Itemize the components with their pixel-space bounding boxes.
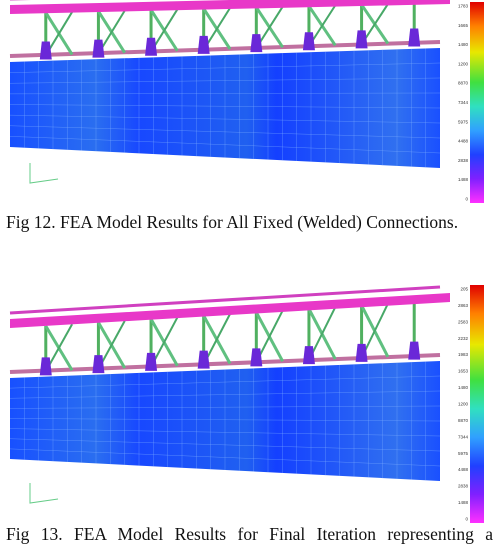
colorbar-label: 1665 xyxy=(458,23,469,28)
caption: Fig 12. FEA Model Results for All Fixed … xyxy=(6,212,459,232)
colorbar-label: 2838 xyxy=(458,484,469,489)
colorbar-label: 2583 xyxy=(458,319,469,324)
figure-image: 1783 1665 1480 1200 8870 7344 5975 4488 2838 1488… xyxy=(9,0,484,203)
colorbar-scale xyxy=(470,2,484,203)
colorbar-label: 8870 xyxy=(458,418,469,423)
support xyxy=(355,343,368,362)
colorbar-label: 4488 xyxy=(458,139,469,144)
colorbar-label: 1488 xyxy=(458,177,469,182)
mesh-line xyxy=(9,136,441,154)
mesh-line xyxy=(9,62,441,73)
colorbar-label: 1983 xyxy=(458,352,469,357)
caption: Fig 13. FEA Model Results for Final Iter… xyxy=(6,524,493,544)
support xyxy=(92,355,105,374)
top-chord-edge xyxy=(9,285,441,315)
colorbar-label: 7344 xyxy=(458,100,469,105)
support xyxy=(92,39,105,58)
support xyxy=(408,28,421,47)
colorbar-label: 1200 xyxy=(458,61,469,66)
mesh-line xyxy=(9,114,441,124)
support xyxy=(355,30,368,49)
mesh-line xyxy=(9,375,441,389)
colorbar-label: 1480 xyxy=(458,42,469,47)
colorbar-label: 8870 xyxy=(458,81,469,86)
axis-triad xyxy=(29,163,59,184)
mesh-line xyxy=(9,405,441,409)
colorbar-label: 1488 xyxy=(458,500,469,505)
colorbar-label: 5975 xyxy=(458,119,469,124)
colorbar-label: 205 xyxy=(460,287,468,292)
mesh-line xyxy=(9,418,441,422)
axis-triad xyxy=(29,483,59,504)
support xyxy=(39,41,52,60)
colorbar-label: 1200 xyxy=(458,402,469,407)
colorbar-label: 0 xyxy=(465,197,468,202)
colorbar: 205 2863 2583 2232 1983 1653 1480 1200 8870 7344 5… xyxy=(458,285,484,523)
colorbar-label: 1480 xyxy=(458,385,469,390)
mesh-line xyxy=(9,92,441,95)
support xyxy=(197,350,210,369)
colorbar-label: 2863 xyxy=(458,303,469,308)
mesh-line xyxy=(9,104,441,109)
mesh-line xyxy=(9,77,441,84)
mesh-line xyxy=(9,428,441,437)
support xyxy=(408,341,421,360)
colorbar-label: 2838 xyxy=(458,158,469,163)
mesh-line xyxy=(9,448,441,467)
colorbar-label: 1783 xyxy=(458,4,469,9)
support xyxy=(302,32,315,51)
mesh-line xyxy=(9,438,441,452)
support xyxy=(250,348,263,367)
colorbar-label: 5975 xyxy=(458,451,469,456)
mesh-line xyxy=(9,125,441,139)
colorbar-label: 1653 xyxy=(458,369,469,374)
colorbar-label: 7344 xyxy=(458,434,469,439)
support xyxy=(197,35,210,54)
colorbar-scale xyxy=(470,285,484,523)
support xyxy=(39,357,52,376)
figure-image: 205 2863 2583 2232 1983 1653 1480 1200 8870 7344 5… xyxy=(9,285,484,523)
bottom-chord xyxy=(9,40,441,58)
colorbar-label: 2232 xyxy=(458,336,469,341)
support xyxy=(145,352,158,371)
bottom-chord xyxy=(9,353,441,374)
mesh-line xyxy=(9,390,441,399)
colorbar-label: 0 xyxy=(465,517,468,522)
top-chord xyxy=(10,293,450,328)
colorbar-label: 4488 xyxy=(458,467,469,472)
support xyxy=(250,34,263,53)
support xyxy=(302,346,315,365)
support xyxy=(145,37,158,56)
colorbar: 1783 1665 1480 1200 8870 7344 5975 4488 2838 1488… xyxy=(458,2,484,203)
top-chord xyxy=(10,0,450,14)
